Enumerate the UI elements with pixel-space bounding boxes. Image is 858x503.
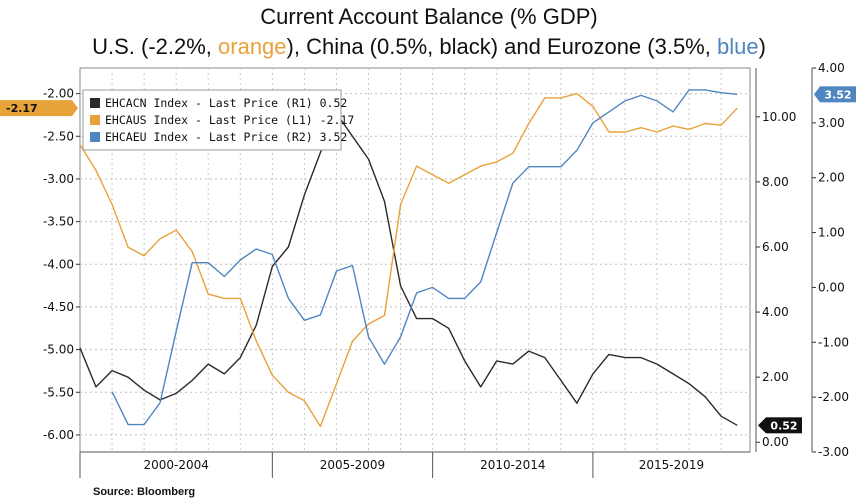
right1-tick-label: 0.00	[762, 435, 789, 449]
x-category-label: 2015-2019	[639, 458, 704, 472]
us-last-value: -2.17	[6, 102, 38, 115]
eu-last-tag	[820, 86, 856, 103]
series-line-1	[79, 92, 738, 428]
right2-tick-label: 4.00	[818, 61, 845, 75]
subtitle-part: orange	[218, 34, 287, 59]
series-line-0	[79, 112, 738, 426]
legend-box	[82, 89, 342, 151]
subtitle-part: )	[758, 34, 766, 59]
right1-tick-label: 2.00	[762, 370, 789, 384]
right2-tick-label: -2.00	[818, 390, 849, 404]
left-tick-label: -6.00	[43, 428, 74, 442]
cn-last-tag	[766, 417, 802, 434]
legend-label: EHCAEU Index - Last Price (R2) 3.52	[105, 130, 347, 144]
right2-tick-label: -3.00	[818, 445, 849, 459]
x-category-label: 2010-2014	[480, 458, 545, 472]
right2-tick-label: 1.00	[818, 226, 845, 240]
right1-tick-label: 4.00	[762, 305, 789, 319]
right1-tick-label: 8.00	[762, 175, 789, 189]
left-tick-label: -3.00	[43, 172, 74, 186]
subtitle-part: blue	[716, 34, 759, 59]
cn-last-tag-arrow	[758, 417, 766, 434]
chart-subtitle: U.S. (-2.2%, orange), China (0.5%, black…	[0, 34, 858, 60]
legend-label: EHCAUS Index - Last Price (L1) -2.17	[105, 113, 354, 127]
left-tick-label: -3.50	[43, 215, 74, 229]
source-note: Source: Bloomberg	[93, 486, 196, 498]
us-last-tag	[0, 100, 72, 117]
right1-tick-label: 10.00	[762, 110, 796, 124]
eu-last-value: 3.52	[824, 88, 851, 101]
left-tick-label: -4.00	[43, 257, 74, 271]
right1-tick-label: 6.00	[762, 240, 789, 254]
eu-last-tag-arrow	[814, 86, 820, 103]
legend-swatch	[90, 115, 100, 125]
right2-tick-label: 2.00	[818, 171, 845, 185]
left-tick-label: -2.50	[43, 129, 74, 143]
subtitle-part: ), China (0.5%, black) and Eurozone (3.5…	[286, 34, 717, 59]
us-last-tag-arrow	[72, 100, 78, 117]
right2-tick-label: 0.00	[818, 280, 845, 294]
chart-title: Current Account Balance (% GDP)	[260, 4, 598, 29]
left-tick-label: -4.50	[43, 300, 74, 314]
right2-tick-label: 3.00	[818, 116, 845, 130]
left-tick-label: -5.00	[43, 343, 74, 357]
x-category-label: 2000-2004	[143, 458, 208, 472]
left-tick-label: -2.00	[43, 87, 74, 101]
left-tick-label: -5.50	[43, 385, 74, 399]
series-line-2	[111, 89, 738, 426]
subtitle-part: U.S. (-2.2%,	[92, 34, 219, 59]
right2-tick-label: -1.00	[818, 335, 849, 349]
cn-last-value: 0.52	[770, 419, 797, 432]
legend-swatch	[90, 98, 100, 108]
legend-label: EHCACN Index - Last Price (R1) 0.52	[105, 96, 347, 110]
legend-swatch	[90, 132, 100, 142]
x-category-label: 2005-2009	[320, 458, 385, 472]
